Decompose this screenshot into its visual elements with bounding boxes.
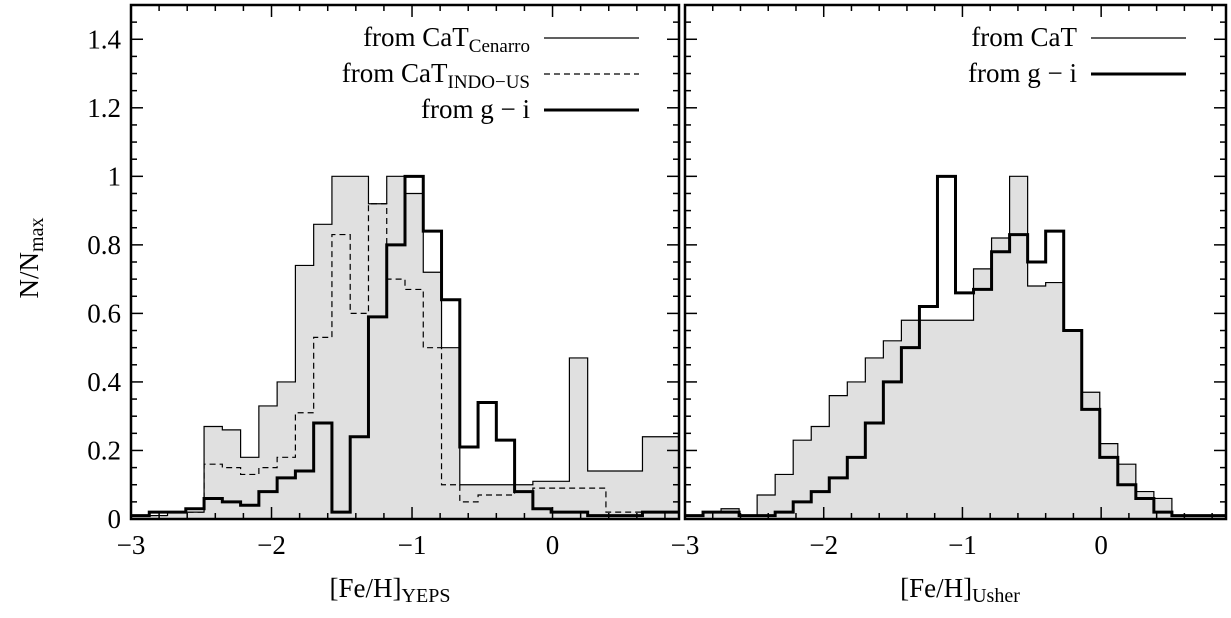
y-axis-label-sub: max [26,218,48,252]
x-tick-label: 0 [546,530,560,560]
y-tick-label: 0.4 [87,367,121,397]
x-tick-label: −2 [257,530,286,560]
y-axis-label-main: N/N [14,252,44,299]
y-tick-label: 0.6 [87,298,121,328]
right-series-1-step [685,174,1226,518]
left-series-0-step [131,175,679,517]
x-tick-label: −3 [671,530,700,560]
left-series-0-fill [131,176,679,520]
right-series-0-fill [685,176,1226,520]
y-tick-label: 0 [108,504,122,534]
right-panel: −3 −2 −1 0 from CaT from g − i [Fe/H]Usher [671,3,1228,607]
y-tick-label: 1 [108,161,122,191]
left-xlabel-main: [Fe/H] [330,573,402,603]
y-tick-label: 1.4 [87,24,121,54]
left-xlabel-sub: YEPS [402,585,451,607]
y-tick-label: 1.2 [87,93,121,123]
right-xlabel: [Fe/H]Usher [900,573,1020,607]
y-axis-label: N/Nmax [14,218,48,299]
y-tick-label: 0.8 [87,230,121,260]
x-tick-label: −3 [117,530,146,560]
left-legend-label-0: from CaTCenarro [363,22,530,57]
x-tick-label: −1 [948,530,977,560]
x-tick-label: 0 [1094,530,1108,560]
left-series-1-step [131,203,679,517]
right-legend-label-1: from g − i [968,58,1077,88]
left-legend-label-1: from CaTINDO−US [342,58,530,93]
left-xlabel: [Fe/H]YEPS [330,573,451,607]
right-xlabel-main: [Fe/H] [900,573,972,603]
left-legend-label-2: from g − i [421,94,530,124]
right-legend-label-0: from CaT [971,22,1077,52]
left-panel: 0 0.2 0.4 0.6 0.8 1 1.2 1.4 −3 −2 −1 0 from CaTCena… [87,3,681,607]
right-xlabel-sub: Usher [972,585,1020,607]
x-tick-label: −1 [398,530,427,560]
left-series-2-step [131,174,679,518]
y-tick-label: 0.2 [87,435,121,465]
x-tick-label: −2 [809,530,838,560]
